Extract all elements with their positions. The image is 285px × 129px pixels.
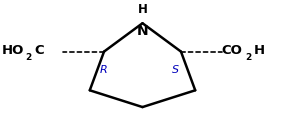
Text: S: S: [172, 65, 179, 75]
Text: C: C: [34, 44, 44, 57]
Text: R: R: [100, 65, 108, 75]
Text: HO: HO: [1, 44, 24, 57]
Text: 2: 2: [26, 53, 32, 62]
Text: H: H: [254, 44, 265, 57]
Text: CO: CO: [221, 44, 242, 57]
Text: N: N: [137, 24, 148, 38]
Text: 2: 2: [245, 53, 251, 62]
Text: H: H: [138, 3, 147, 16]
